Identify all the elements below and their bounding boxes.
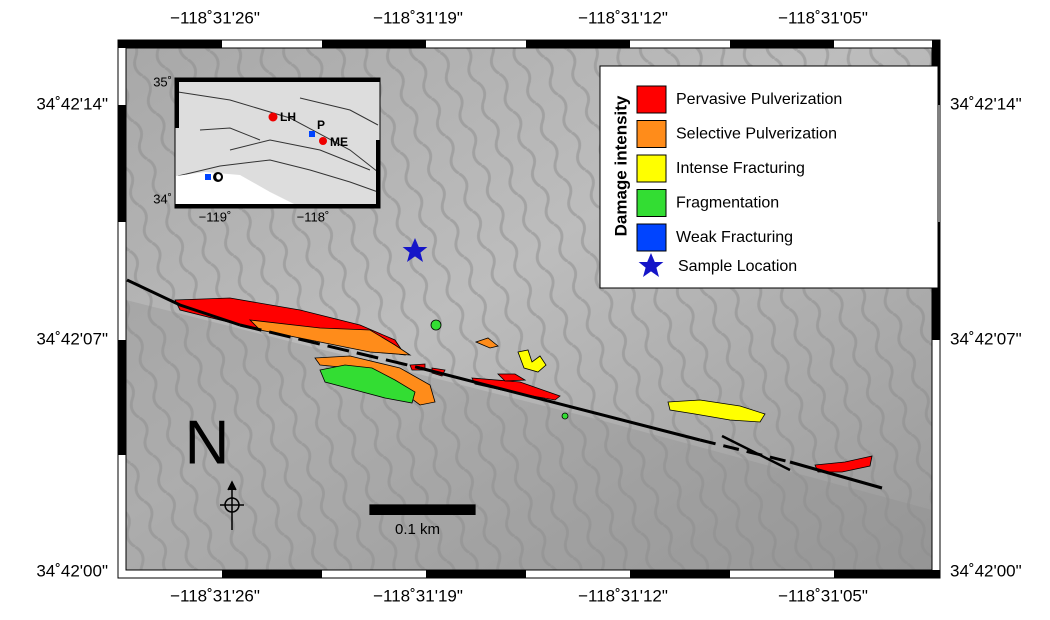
scale-label: 0.1 km bbox=[395, 521, 440, 538]
inset-label: O bbox=[214, 170, 223, 184]
x-tick-label: −118˚31'26" bbox=[170, 586, 260, 605]
legend-label: Weak Fracturing bbox=[676, 229, 793, 246]
legend-label: Sample Location bbox=[678, 258, 797, 275]
y-tick-label: 34˚42'14" bbox=[36, 94, 108, 113]
legend-swatch bbox=[637, 224, 666, 251]
inset-tick-label: −119˚ bbox=[199, 209, 232, 224]
inset-tick-label: −118˚ bbox=[297, 209, 330, 224]
legend: Damage intensity Sample Location Pervasi… bbox=[600, 66, 938, 288]
x-tick-label: −118˚31'12" bbox=[578, 586, 668, 605]
frame-band bbox=[118, 105, 126, 222]
legend-title: Damage intensity bbox=[611, 95, 630, 236]
frame-band bbox=[526, 40, 630, 48]
x-tick-label: −118˚31'05" bbox=[778, 586, 868, 605]
frame-band bbox=[730, 40, 834, 48]
inset-map: LH P ME O −119˚ −118˚ 35˚ 34˚ bbox=[153, 74, 380, 224]
frame-band bbox=[322, 40, 426, 48]
damage-zone bbox=[431, 320, 441, 330]
legend-swatch bbox=[637, 155, 666, 182]
map-figure: LH P ME O −119˚ −118˚ 35˚ 34˚ Damage intensity … bbox=[0, 0, 1050, 615]
damage-zone bbox=[562, 413, 568, 419]
y-tick-label: 34˚42'00" bbox=[950, 561, 1022, 580]
legend-label: Pervasive Pulverization bbox=[676, 91, 842, 108]
frame-band bbox=[118, 340, 126, 455]
y-tick-label: 34˚42'07" bbox=[950, 329, 1022, 348]
frame-band bbox=[222, 570, 322, 578]
legend-label: Fragmentation bbox=[676, 195, 779, 212]
legend-label: Intense Fracturing bbox=[676, 160, 805, 177]
north-label: N bbox=[185, 408, 230, 477]
inset-label: ME bbox=[330, 135, 348, 149]
x-tick-label: −118˚31'05" bbox=[778, 8, 868, 27]
legend-label: Selective Pulverization bbox=[676, 126, 837, 143]
x-tick-label: −118˚31'26" bbox=[170, 8, 260, 27]
legend-swatch bbox=[637, 86, 666, 113]
y-tick-label: 34˚42'07" bbox=[36, 329, 108, 348]
frame-band bbox=[630, 570, 730, 578]
y-tick-label: 34˚42'14" bbox=[950, 94, 1022, 113]
frame-band bbox=[834, 570, 940, 578]
legend-swatch bbox=[637, 190, 666, 217]
x-tick-label: −118˚31'12" bbox=[578, 8, 668, 27]
x-tick-label: −118˚31'19" bbox=[373, 586, 463, 605]
y-tick-label: 34˚42'00" bbox=[36, 561, 108, 580]
inset-label: P bbox=[317, 118, 325, 132]
inset-label: LH bbox=[280, 110, 296, 124]
frame-band bbox=[426, 570, 526, 578]
inset-tick-label: 35˚ bbox=[153, 74, 172, 89]
frame-band bbox=[118, 40, 222, 48]
scale-bar bbox=[370, 505, 475, 515]
legend-swatch bbox=[637, 121, 666, 148]
inset-tick-label: 34˚ bbox=[153, 191, 172, 206]
x-tick-label: −118˚31'19" bbox=[373, 8, 463, 27]
